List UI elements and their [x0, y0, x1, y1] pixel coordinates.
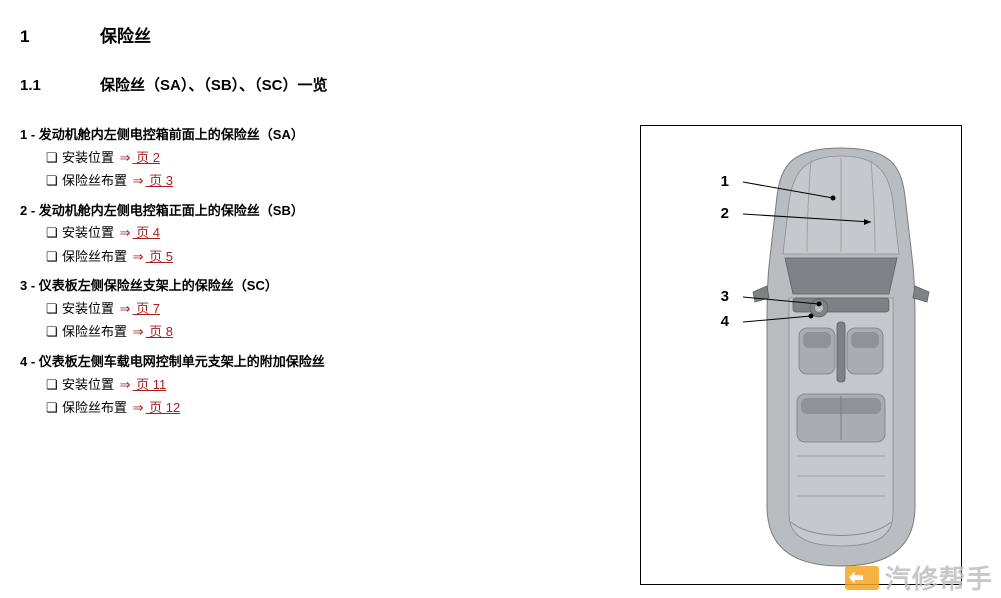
arrow-icon: ⇒: [131, 173, 146, 188]
list-item-head: 2 - 发动机舱内左侧电控箱正面上的保险丝（SB）: [20, 201, 580, 222]
arrow-icon: ⇒: [131, 400, 146, 415]
bullet-icon: ❏: [46, 245, 62, 268]
watermark-text: 汽修帮手: [885, 559, 993, 596]
list-sub-line: ❏保险丝布置 ⇒ 页 5: [20, 245, 580, 268]
arrow-icon: ⇒: [118, 377, 133, 392]
car-illustration: [753, 148, 929, 566]
callout-number: 4: [721, 313, 730, 330]
list-item-head: 1 - 发动机舱内左侧电控箱前面上的保险丝（SA）: [20, 125, 580, 146]
chapter-title: 保险丝: [100, 22, 151, 47]
list-item: 1 - 发动机舱内左侧电控箱前面上的保险丝（SA）❏安装位置 ⇒ 页 2❏保险丝…: [20, 125, 580, 193]
list-sub-line: ❏保险丝布置 ⇒ 页 12: [20, 396, 580, 419]
arrow-icon: ⇒: [118, 150, 133, 165]
list-item: 2 - 发动机舱内左侧电控箱正面上的保险丝（SB）❏安装位置 ⇒ 页 4❏保险丝…: [20, 201, 580, 269]
bullet-icon: ❏: [46, 221, 62, 244]
figure-car-topview: 1 2 3 4: [640, 125, 962, 585]
page-link[interactable]: 页 11: [133, 377, 167, 392]
sub-label: 保险丝布置: [62, 249, 131, 264]
bullet-icon: ❏: [46, 320, 62, 343]
section-heading: 1.1 保险丝（SA）、（SB）、（SC）一览: [20, 74, 328, 95]
sub-label: 安装位置: [62, 301, 118, 316]
callout-number: 2: [721, 205, 729, 222]
arrow-icon: ⇒: [131, 249, 146, 264]
page-link[interactable]: 页 8: [146, 324, 173, 339]
chapter-number: 1: [20, 27, 100, 47]
list-item: 4 - 仪表板左侧车载电网控制单元支架上的附加保险丝❏安装位置 ⇒ 页 11❏保…: [20, 352, 580, 420]
callout-dot-icon: [817, 302, 822, 307]
callout-number: 3: [721, 288, 729, 305]
page-link[interactable]: 页 5: [146, 249, 173, 264]
sub-label: 安装位置: [62, 150, 118, 165]
bullet-icon: ❏: [46, 373, 62, 396]
list-sub-line: ❏安装位置 ⇒ 页 2: [20, 146, 580, 169]
document-page: 1 保险丝 1.1 保险丝（SA）、（SB）、（SC）一览 1 - 发动机舱内左…: [0, 0, 1001, 598]
page-link[interactable]: 页 12: [146, 400, 181, 415]
sub-label: 安装位置: [62, 377, 118, 392]
bullet-icon: ❏: [46, 297, 62, 320]
callout-dot-icon: [831, 196, 836, 201]
section-number: 1.1: [20, 77, 100, 94]
bullet-icon: ❏: [46, 396, 62, 419]
list-item-head: 4 - 仪表板左侧车载电网控制单元支架上的附加保险丝: [20, 352, 580, 373]
page-link[interactable]: 页 3: [146, 173, 173, 188]
arrow-icon: ⇒: [131, 324, 146, 339]
list-sub-line: ❏安装位置 ⇒ 页 7: [20, 297, 580, 320]
sub-label: 保险丝布置: [62, 324, 131, 339]
list-sub-line: ❏安装位置 ⇒ 页 4: [20, 221, 580, 244]
section-title: 保险丝（SA）、（SB）、（SC）一览: [100, 74, 328, 95]
chapter-heading: 1 保险丝: [20, 22, 151, 47]
page-link[interactable]: 页 7: [133, 301, 160, 316]
sub-label: 保险丝布置: [62, 400, 131, 415]
list-sub-line: ❏安装位置 ⇒ 页 11: [20, 373, 580, 396]
list-sub-line: ❏保险丝布置 ⇒ 页 8: [20, 320, 580, 343]
sub-label: 安装位置: [62, 225, 118, 240]
sub-label: 保险丝布置: [62, 173, 131, 188]
bullet-icon: ❏: [46, 169, 62, 192]
list-item-head: 3 - 仪表板左侧保险丝支架上的保险丝（SC）: [20, 276, 580, 297]
watermark: 汽修帮手: [845, 559, 993, 596]
watermark-badge-icon: [845, 566, 879, 590]
list-item: 3 - 仪表板左侧保险丝支架上的保险丝（SC）❏安装位置 ⇒ 页 7❏保险丝布置…: [20, 276, 580, 344]
bullet-icon: ❏: [46, 146, 62, 169]
page-link[interactable]: 页 2: [133, 150, 160, 165]
callout-number: 1: [721, 173, 729, 190]
arrow-icon: ⇒: [118, 301, 133, 316]
arrow-icon: ⇒: [118, 225, 133, 240]
page-link[interactable]: 页 4: [133, 225, 160, 240]
callout-dot-icon: [809, 314, 814, 319]
list-sub-line: ❏保险丝布置 ⇒ 页 3: [20, 169, 580, 192]
content-list: 1 - 发动机舱内左侧电控箱前面上的保险丝（SA）❏安装位置 ⇒ 页 2❏保险丝…: [20, 125, 580, 427]
